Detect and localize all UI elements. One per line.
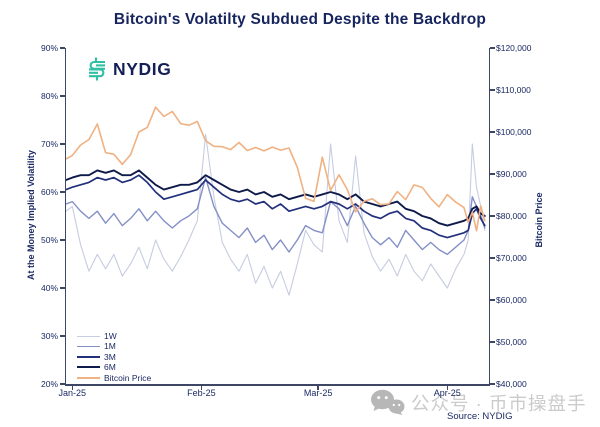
- y-tick-mark-right: [490, 89, 496, 91]
- y-tick-label-left: 90%: [40, 43, 58, 53]
- legend-item-1m: 1M: [77, 341, 151, 351]
- y-tick-label-left: 30%: [40, 331, 58, 341]
- y-tick-label-left: 40%: [40, 283, 58, 293]
- y-tick-label-right: $80,000: [496, 211, 527, 221]
- y-tick-mark-right: [490, 341, 496, 343]
- chart-legend: 1W 1M 3M 6M Bitcoin Price: [77, 331, 151, 383]
- x-tick-label: Feb-25: [187, 388, 216, 398]
- series-line-6m: [66, 169, 486, 227]
- chart-title: Bitcoin's Volatilty Subdued Despite the …: [113, 11, 487, 28]
- y-tick-label-left: 50%: [40, 235, 58, 245]
- y-tick-label-left: 70%: [40, 139, 58, 149]
- legend-swatch: [77, 356, 100, 358]
- legend-swatch: [77, 345, 100, 348]
- x-tick-label: Mar-25: [303, 388, 333, 398]
- y-tick-mark-left: [59, 95, 65, 97]
- series-line-1w: [66, 133, 486, 296]
- y-tick-label-right: $60,000: [496, 295, 527, 305]
- y-tick-label-right: $70,000: [496, 253, 527, 263]
- y-tick-mark-right: [490, 47, 496, 49]
- series-line-3m: [66, 174, 486, 239]
- y-tick-mark-left: [59, 47, 65, 49]
- y-tick-label-left: 60%: [40, 187, 58, 197]
- y-tick-mark-right: [490, 131, 496, 133]
- legend-item-3m: 3M: [77, 352, 151, 362]
- legend-label: Bitcoin Price: [104, 372, 152, 383]
- y-tick-mark-left: [59, 287, 65, 289]
- y-tick-mark-left: [59, 143, 65, 145]
- x-tick-mark: [200, 385, 203, 390]
- legend-swatch: [77, 366, 100, 369]
- left-axis-line: [64, 48, 67, 386]
- y-tick-mark-right: [490, 383, 496, 385]
- series-line-bitcoin-price: [66, 106, 486, 232]
- y-tick-label-right: $50,000: [496, 337, 527, 347]
- legend-label: 6M: [104, 362, 116, 373]
- x-tick-label: Apr-25: [433, 388, 461, 398]
- x-tick-mark: [317, 385, 319, 390]
- source-label: Source: NYDIG: [447, 411, 513, 422]
- y-tick-mark-right: [490, 299, 496, 301]
- y-tick-mark-left: [59, 335, 65, 337]
- nydig-logo: NYDIG: [86, 57, 171, 81]
- y-tick-mark-left: [59, 191, 65, 193]
- y-tick-label-right: $40,000: [496, 379, 527, 389]
- x-tick-label: Jan-25: [58, 388, 87, 398]
- nydig-logo-icon: [89, 57, 105, 81]
- wechat-icon: [371, 389, 405, 415]
- chart-plot-lines: [66, 106, 486, 296]
- nydig-logo-text: NYDIG: [113, 58, 172, 79]
- y-tick-mark-left: [59, 239, 65, 241]
- right-axis-line: [488, 48, 491, 386]
- y-tick-label-left: 80%: [40, 91, 58, 101]
- y-tick-label-right: $110,000: [496, 85, 531, 95]
- legend-item-6m: 6M: [77, 362, 151, 372]
- y-tick-label-left: 20%: [40, 379, 58, 389]
- x-tick-mark: [71, 385, 73, 390]
- y-tick-mark-right: [490, 257, 496, 259]
- y-tick-label-right: $90,000: [496, 169, 527, 179]
- legend-swatch: [77, 376, 100, 379]
- legend-label: 1M: [104, 341, 116, 352]
- y-tick-mark-right: [490, 215, 496, 217]
- y-tick-mark-right: [490, 173, 496, 175]
- bottom-axis-line: [64, 384, 491, 386]
- y-tick-mark-left: [59, 383, 65, 385]
- series-line-1m: [66, 176, 486, 256]
- y-tick-label-right: $120,000: [496, 43, 532, 53]
- legend-label: 3M: [104, 351, 116, 362]
- legend-item-1w: 1W: [77, 331, 151, 341]
- y-tick-label-right: $100,000: [496, 127, 532, 137]
- x-tick-mark: [446, 385, 449, 390]
- legend-item-bitcoin-price: Bitcoin Price: [77, 373, 151, 383]
- legend-label: 1W: [104, 330, 117, 341]
- legend-swatch: [77, 335, 100, 337]
